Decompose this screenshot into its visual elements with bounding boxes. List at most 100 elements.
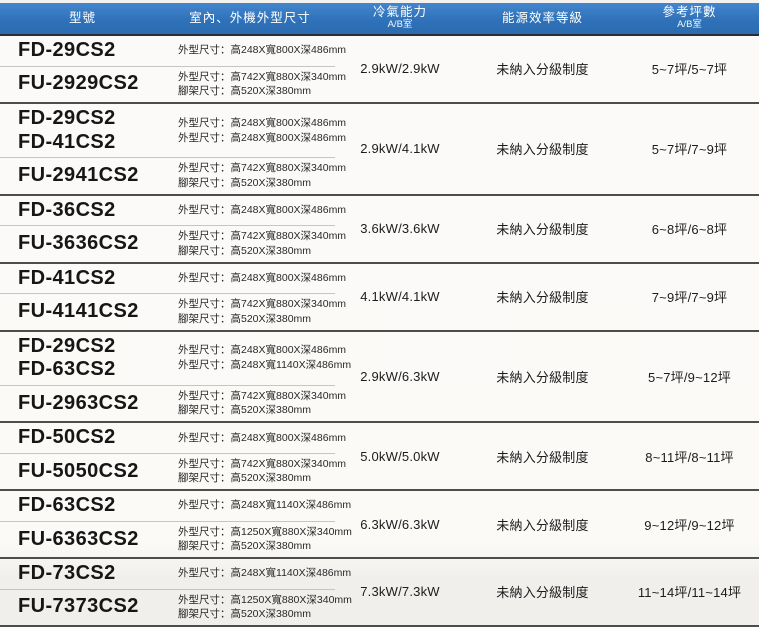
model-dimensions-block: FD-63CS2 外型尺寸：高248X寬1140X深486mm FU-6363C… <box>0 491 352 557</box>
column-header-model-label: 型號 <box>68 10 96 25</box>
outdoor-dimensions: 外型尺寸：高742X寬880X深340mm <box>178 230 347 243</box>
indoor-dimensions: 外型尺寸：高248X寬800X深486mm <box>178 116 347 129</box>
indoor-model-name: FD-29CS2 <box>18 334 116 357</box>
reference-area-value: 11~14坪/11~14坪 <box>637 585 742 601</box>
indoor-dimensions: 外型尺寸：高248X寬800X深486mm <box>178 204 347 216</box>
outdoor-stand-dimensions: 腳架尺寸：高520X深380mm <box>178 540 312 553</box>
column-header-dimensions-label: 室內、外機外型尺寸 <box>189 10 311 25</box>
indoor-unit-row: FD-29CS2 FD-63CS2 外型尺寸：高248X寬800X深486mm … <box>0 332 351 386</box>
cooling-capacity-value: 2.9kW/2.9kW <box>360 61 440 77</box>
outdoor-model-name: FU-2929CS2 <box>18 72 139 95</box>
outdoor-unit-row: FU-3636CS2 外型尺寸：高742X寬880X深340mm 腳架尺寸：高5… <box>0 226 346 261</box>
indoor-model-name: FD-41CS2 <box>18 266 116 289</box>
energy-efficiency-value: 未納入分級制度 <box>496 222 589 238</box>
reference-area-value: 6~8坪/6~8坪 <box>651 222 728 238</box>
spec-group-fd29-fd41-fu2941: FD-29CS2 FD-41CS2 外型尺寸：高248X寬800X深486mm … <box>0 104 759 196</box>
reference-area-value: 5~7坪/7~9坪 <box>651 142 728 158</box>
reference-area-value: 8~11坪/8~11坪 <box>645 449 734 465</box>
spec-group-fd29-fu2929: FD-29CS2 外型尺寸：高248X寬800X深486mm FU-2929CS… <box>0 36 759 104</box>
indoor-unit-row: FD-50CS2 外型尺寸：高248X寬800X深486mm <box>0 423 346 454</box>
outdoor-dimensions: 外型尺寸：高742X寬880X深340mm <box>178 457 347 470</box>
reference-area-value: 7~9坪/7~9坪 <box>651 290 728 306</box>
energy-efficiency-value: 未納入分級制度 <box>496 585 589 601</box>
spec-group-fd29-fd63-fu2963: FD-29CS2 FD-63CS2 外型尺寸：高248X寬800X深486mm … <box>0 332 759 424</box>
model-dimensions-block: FD-29CS2 FD-63CS2 外型尺寸：高248X寬800X深486mm … <box>0 332 351 422</box>
energy-efficiency-value: 未納入分級制度 <box>496 449 589 465</box>
energy-efficiency-value: 未納入分級制度 <box>496 517 589 533</box>
indoor-unit-row: FD-63CS2 外型尺寸：高248X寬1140X深486mm <box>0 491 351 522</box>
energy-efficiency-value: 未納入分級制度 <box>496 369 589 385</box>
column-header-model: 型號 <box>0 10 165 26</box>
indoor-unit-row: FD-41CS2 外型尺寸：高248X寬800X深486mm <box>0 264 346 295</box>
reference-area-value: 5~7坪/9~12坪 <box>648 369 731 385</box>
spec-group-fd41-fu4141: FD-41CS2 外型尺寸：高248X寬800X深486mm FU-4141CS… <box>0 264 759 332</box>
column-header-dimensions: 室內、外機外型尺寸 <box>165 10 335 26</box>
indoor-dimensions: 外型尺寸：高248X寬800X深486mm <box>178 271 347 284</box>
indoor-model-name: FD-63CS2 <box>18 358 116 381</box>
indoor-model-name: FD-73CS2 <box>18 562 116 584</box>
outdoor-model-name: FU-6363CS2 <box>18 527 139 550</box>
column-header-cooling-sublabel: A/B室 <box>387 19 413 31</box>
outdoor-stand-dimensions: 腳架尺寸：高520X深380mm <box>178 404 312 417</box>
outdoor-dimensions: 外型尺寸：高742X寬880X深340mm <box>178 70 347 83</box>
cooling-capacity-value: 3.6kW/3.6kW <box>360 221 440 237</box>
indoor-unit-row: FD-29CS2 FD-41CS2 外型尺寸：高248X寬800X深486mm … <box>0 104 346 159</box>
cooling-capacity-value: 6.3kW/6.3kW <box>360 516 440 532</box>
indoor-dimensions: 外型尺寸：高248X寬800X深486mm <box>178 344 347 357</box>
outdoor-stand-dimensions: 腳架尺寸：高520X深380mm <box>178 85 312 98</box>
outdoor-model-name: FU-4141CS2 <box>18 300 139 323</box>
spec-group-fd36-fu3636: FD-36CS2 外型尺寸：高248X寬800X深486mm FU-3636CS… <box>0 196 759 264</box>
outdoor-model-name: FU-2963CS2 <box>18 391 139 414</box>
outdoor-unit-row: FU-2963CS2 外型尺寸：高742X寬880X深340mm 腳架尺寸：高5… <box>0 386 346 421</box>
indoor-dimensions: 外型尺寸：高248X寬1140X深486mm <box>178 359 352 372</box>
column-header-cooling-label: 冷氣能力 <box>372 5 427 20</box>
energy-efficiency-value: 未納入分級制度 <box>496 290 589 306</box>
outdoor-stand-dimensions: 腳架尺寸：高520X深380mm <box>178 312 312 325</box>
indoor-model-name: FD-36CS2 <box>18 198 116 221</box>
outdoor-stand-dimensions: 腳架尺寸：高520X深380mm <box>178 608 312 621</box>
spec-group-fd73-fu7373: FD-73CS2 外型尺寸：高248X寬1140X深486mm FU-7373C… <box>0 559 759 627</box>
column-header-efficiency-label: 能源效率等級 <box>501 10 583 25</box>
outdoor-unit-row: FU-4141CS2 外型尺寸：高742X寬880X深340mm 腳架尺寸：高5… <box>0 294 346 329</box>
cooling-capacity-value: 2.9kW/4.1kW <box>360 141 440 157</box>
energy-efficiency-value: 未納入分級制度 <box>496 142 589 158</box>
outdoor-dimensions: 外型尺寸：高1250X寬880X深340mm <box>178 593 352 606</box>
spec-group-fd63-fu6363: FD-63CS2 外型尺寸：高248X寬1140X深486mm FU-6363C… <box>0 491 759 559</box>
indoor-dimensions: 外型尺寸：高248X寬800X深486mm <box>178 44 347 57</box>
table-header-row: 型號 室內、外機外型尺寸 冷氣能力 A/B室 能源效率等級 參考坪數 A/B室 <box>0 3 759 36</box>
outdoor-unit-row: FU-2941CS2 外型尺寸：高742X寬880X深340mm 腳架尺寸：高5… <box>0 158 346 193</box>
indoor-unit-row: FD-36CS2 外型尺寸：高248X寬800X深486mm <box>0 196 346 227</box>
indoor-model-name: FD-63CS2 <box>18 494 116 517</box>
outdoor-unit-row: FU-7373CS2 外型尺寸：高1250X寬880X深340mm 腳架尺寸：高… <box>0 590 352 625</box>
outdoor-stand-dimensions: 腳架尺寸：高520X深380mm <box>178 472 312 485</box>
outdoor-dimensions: 外型尺寸：高742X寬880X深340mm <box>178 162 347 175</box>
outdoor-unit-row: FU-6363CS2 外型尺寸：高1250X寬880X深340mm 腳架尺寸：高… <box>0 522 352 557</box>
outdoor-model-name: FU-7373CS2 <box>18 595 139 618</box>
cooling-capacity-value: 4.1kW/4.1kW <box>360 289 440 305</box>
reference-area-value: 5~7坪/5~7坪 <box>651 62 728 78</box>
model-dimensions-block: FD-29CS2 FD-41CS2 外型尺寸：高248X寬800X深486mm … <box>0 104 346 194</box>
outdoor-model-name: FU-2941CS2 <box>18 164 139 187</box>
indoor-model-name: FD-29CS2 <box>18 39 116 61</box>
energy-efficiency-value: 未納入分級制度 <box>496 62 589 78</box>
cooling-capacity-value: 7.3kW/7.3kW <box>360 584 440 600</box>
indoor-unit-row: FD-29CS2 外型尺寸：高248X寬800X深486mm <box>0 36 346 67</box>
indoor-dimensions: 外型尺寸：高248X寬1140X深486mm <box>178 567 352 580</box>
model-dimensions-block: FD-50CS2 外型尺寸：高248X寬800X深486mm FU-5050CS… <box>0 423 346 489</box>
outdoor-dimensions: 外型尺寸：高742X寬880X深340mm <box>178 298 347 311</box>
outdoor-unit-row: FU-2929CS2 外型尺寸：高742X寬880X深340mm 腳架尺寸：高5… <box>0 67 346 102</box>
indoor-model-name: FD-41CS2 <box>18 130 116 153</box>
reference-area-value: 9~12坪/9~12坪 <box>644 517 735 533</box>
column-header-efficiency: 能源效率等級 <box>465 10 620 26</box>
indoor-model-name: FD-29CS2 <box>18 106 116 129</box>
outdoor-stand-dimensions: 腳架尺寸：高520X深380mm <box>178 244 312 257</box>
indoor-dimensions: 外型尺寸：高248X寬1140X深486mm <box>178 499 352 512</box>
model-dimensions-block: FD-73CS2 外型尺寸：高248X寬1140X深486mm FU-7373C… <box>0 559 352 625</box>
model-dimensions-block: FD-29CS2 外型尺寸：高248X寬800X深486mm FU-2929CS… <box>0 36 346 102</box>
model-dimensions-block: FD-41CS2 外型尺寸：高248X寬800X深486mm FU-4141CS… <box>0 264 346 330</box>
indoor-unit-row: FD-73CS2 外型尺寸：高248X寬1140X深486mm <box>0 559 351 590</box>
outdoor-dimensions: 外型尺寸：高742X寬880X深340mm <box>178 389 347 402</box>
outdoor-model-name: FU-5050CS2 <box>18 459 139 482</box>
outdoor-unit-row: FU-5050CS2 外型尺寸：高742X寬880X深340mm 腳架尺寸：高5… <box>0 454 346 489</box>
